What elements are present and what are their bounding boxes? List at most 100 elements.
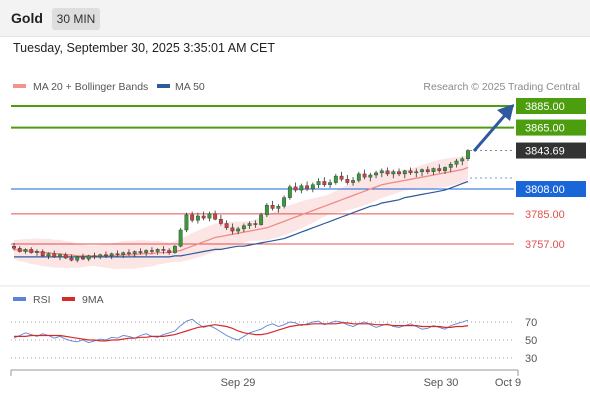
candle-body bbox=[287, 186, 292, 198]
level-badge-3843.69 bbox=[516, 142, 586, 159]
candle bbox=[75, 255, 80, 263]
candle-body bbox=[23, 249, 28, 252]
candle-body bbox=[425, 169, 430, 172]
candle-body bbox=[58, 254, 62, 258]
candle-body bbox=[109, 253, 114, 257]
candle-body bbox=[408, 170, 413, 174]
candle-body bbox=[259, 214, 264, 225]
legend-swatch-ma20 bbox=[13, 84, 26, 88]
candle-body bbox=[397, 171, 401, 175]
candle-body bbox=[322, 181, 327, 185]
candle bbox=[351, 177, 355, 186]
candle-body bbox=[75, 256, 80, 261]
timeframe-button[interactable]: 30 MIN bbox=[52, 8, 100, 30]
candle bbox=[247, 221, 252, 229]
candle bbox=[333, 173, 338, 185]
candle-body bbox=[17, 248, 22, 252]
level-lines bbox=[11, 105, 514, 245]
level-label: 3865.00 bbox=[525, 123, 565, 135]
candle bbox=[167, 248, 172, 255]
candle bbox=[448, 162, 453, 172]
candle-body bbox=[190, 214, 195, 221]
candle bbox=[287, 184, 292, 200]
rsi-grid: 70 50 30 bbox=[11, 317, 537, 365]
candle-body bbox=[460, 158, 465, 162]
candle bbox=[454, 158, 459, 168]
legend-label-ma20: MA 20 + Bollinger Bands bbox=[33, 81, 148, 93]
candle-body bbox=[414, 171, 419, 174]
level-label: 3808.00 bbox=[525, 184, 565, 196]
candle-body bbox=[195, 215, 200, 221]
candle-body bbox=[351, 180, 355, 183]
candle-body bbox=[276, 206, 281, 209]
candle-body bbox=[155, 249, 160, 252]
candle bbox=[322, 177, 327, 187]
candle-body bbox=[299, 185, 304, 191]
candle-body bbox=[270, 204, 275, 209]
x-tick-label: Sep 30 bbox=[424, 377, 459, 389]
candle bbox=[374, 170, 378, 179]
legend-swatch-ma50 bbox=[157, 84, 170, 88]
candle-body bbox=[362, 173, 367, 178]
candle bbox=[12, 242, 16, 251]
candle bbox=[184, 212, 189, 233]
candle bbox=[437, 164, 442, 173]
candle bbox=[362, 169, 367, 180]
candle bbox=[408, 167, 413, 175]
candle bbox=[35, 249, 39, 256]
level-badge-3808.00 bbox=[516, 181, 586, 198]
candle bbox=[81, 253, 85, 261]
candle-body bbox=[310, 184, 315, 190]
x-axis: Sep 29 Sep 30 Oct 9 bbox=[10, 369, 521, 389]
candle-body bbox=[172, 245, 177, 253]
candle bbox=[29, 247, 34, 254]
candle bbox=[466, 149, 470, 161]
candle bbox=[414, 168, 419, 178]
candlesticks bbox=[12, 149, 470, 263]
candle-body bbox=[230, 227, 235, 232]
candle-body bbox=[86, 255, 91, 260]
candle bbox=[328, 179, 332, 188]
candle bbox=[339, 171, 344, 182]
candle bbox=[420, 168, 424, 177]
candle bbox=[195, 212, 200, 224]
bollinger-bands bbox=[14, 155, 468, 270]
candle-body bbox=[305, 185, 310, 190]
candle bbox=[259, 212, 264, 226]
rsi-legend: RSI 9MA bbox=[13, 294, 104, 306]
candle-body bbox=[184, 214, 189, 231]
candle bbox=[190, 211, 195, 223]
candle-body bbox=[379, 170, 384, 174]
candle-body bbox=[218, 219, 223, 224]
candle-body bbox=[69, 257, 74, 261]
candle bbox=[425, 166, 430, 174]
candle bbox=[385, 167, 390, 177]
candle bbox=[443, 166, 447, 174]
candle-body bbox=[339, 175, 344, 180]
candle-body bbox=[121, 252, 126, 255]
level-label: 3885.00 bbox=[525, 101, 565, 113]
candle-body bbox=[127, 252, 131, 254]
candle-body bbox=[448, 164, 453, 168]
candle bbox=[138, 248, 143, 255]
candle bbox=[144, 249, 149, 256]
candle-body bbox=[374, 172, 378, 176]
candle bbox=[213, 210, 218, 221]
candle bbox=[241, 223, 246, 233]
candle bbox=[132, 250, 137, 257]
candle bbox=[236, 226, 241, 235]
candle-body bbox=[92, 255, 97, 258]
candle bbox=[207, 211, 212, 222]
candle bbox=[17, 246, 22, 253]
candle bbox=[368, 172, 373, 182]
candle-body bbox=[52, 253, 57, 258]
legend: MA 20 + Bollinger Bands MA 50 Research ©… bbox=[13, 81, 580, 93]
source-credit: Research © 2025 Trading Central bbox=[423, 81, 580, 93]
candle bbox=[310, 182, 315, 193]
candle bbox=[104, 251, 108, 259]
candle bbox=[379, 168, 384, 178]
candle-body bbox=[368, 174, 373, 178]
x-tick-label: Sep 29 bbox=[221, 377, 256, 389]
projection-arrow bbox=[472, 104, 514, 152]
